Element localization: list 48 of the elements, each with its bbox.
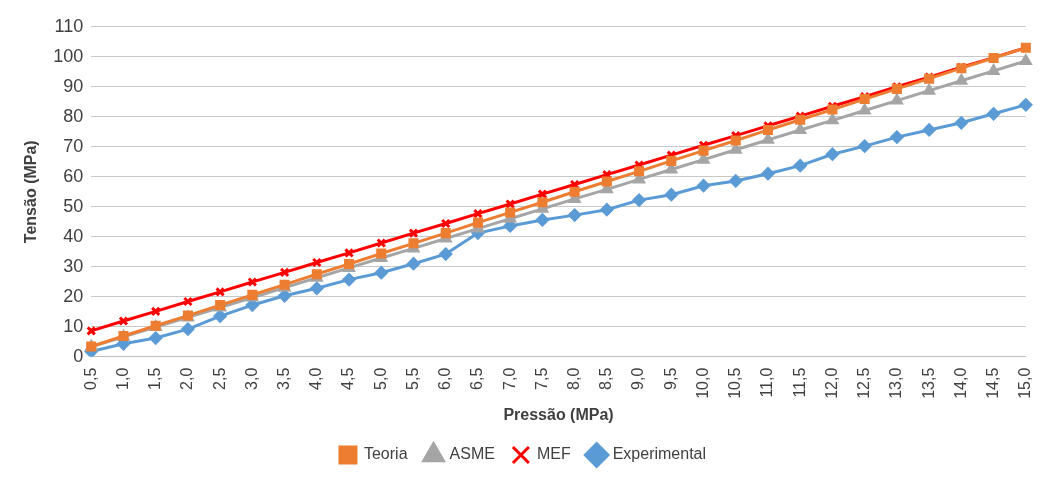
y-tick-label: 100 (53, 45, 84, 66)
x-tick-label: 13,0 (887, 367, 905, 399)
legend-label: MEF (536, 445, 571, 463)
x-tick-label: 10,5 (726, 367, 744, 399)
x-tick-label: 12,5 (855, 367, 873, 399)
x-tick-label: 6,5 (468, 367, 486, 390)
y-tick-label: 0 (73, 345, 84, 366)
x-axis-title: Pressão (MPa) (503, 405, 614, 423)
y-tick-label: 40 (63, 225, 84, 246)
y-tick-label: 110 (54, 15, 84, 36)
y-tick-label: 70 (63, 135, 84, 156)
x-tick-label: 7,5 (532, 367, 550, 390)
x-tick-label: 14,0 (951, 367, 969, 399)
x-tick-label: 9,5 (661, 367, 679, 390)
x-tick-label: 2,0 (178, 367, 196, 390)
x-tick-label: 3,0 (242, 367, 260, 390)
y-tick-label: 90 (63, 75, 84, 96)
x-tick-label: 8,0 (565, 367, 583, 390)
x-tick-label: 6,0 (436, 367, 454, 390)
x-tick-label: 9,0 (629, 367, 647, 390)
legend-label: Experimental (612, 445, 707, 463)
x-tick-label: 2,5 (210, 367, 228, 390)
x-tick-label: 11,0 (758, 367, 776, 398)
legend-label: ASME (449, 445, 495, 463)
x-tick-label: 1,5 (146, 367, 164, 390)
legend-label: Teoria (363, 445, 408, 463)
x-tick-label: 13,5 (919, 367, 937, 399)
x-tick-label: 0,5 (81, 367, 99, 390)
x-tick-label: 15,0 (1016, 367, 1034, 399)
y-tick-label: 60 (63, 165, 84, 186)
y-tick-label: 30 (63, 255, 84, 276)
y-tick-label: 50 (63, 195, 84, 216)
x-tick-label: 5,0 (371, 367, 389, 390)
x-tick-label: 1,0 (113, 367, 131, 390)
x-tick-label: 14,5 (983, 367, 1001, 399)
y-axis-title: Tensão (MPa) (22, 140, 40, 244)
x-tick-label: 10,0 (693, 367, 711, 399)
y-tick-label: 80 (63, 105, 84, 126)
x-tick-label: 12,0 (822, 367, 840, 399)
x-tick-label: 7,0 (500, 367, 518, 390)
y-tick-label: 10 (63, 315, 84, 336)
x-tick-label: 4,5 (339, 367, 357, 390)
x-tick-label: 4,0 (307, 367, 325, 390)
x-tick-label: 8,5 (597, 367, 615, 390)
x-tick-label: 3,5 (275, 367, 292, 390)
y-tick-label: 20 (63, 285, 84, 306)
x-tick-label: 5,5 (403, 367, 421, 390)
x-tick-label: 11,5 (790, 367, 808, 398)
